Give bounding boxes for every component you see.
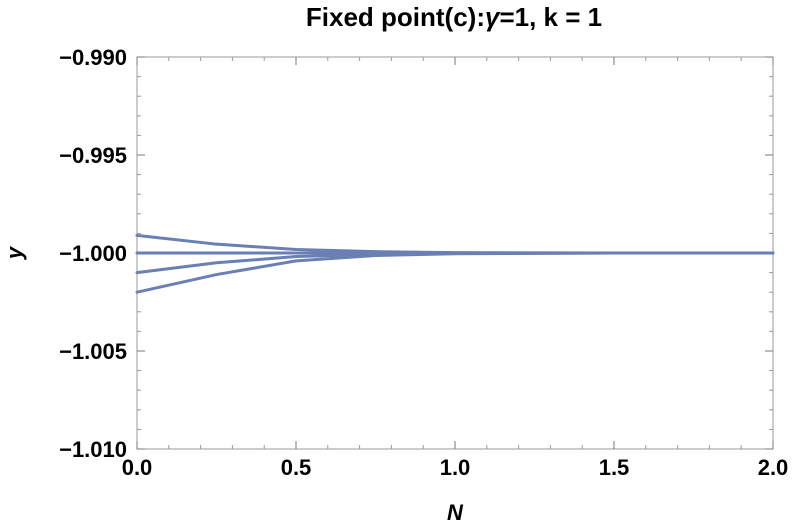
x-tick-label: 2.0 bbox=[758, 455, 789, 480]
y-tick-label: −1.000 bbox=[59, 241, 127, 266]
y-tick-label: −0.995 bbox=[59, 143, 127, 168]
y-axis-label: y bbox=[2, 245, 27, 260]
x-axis-label: N bbox=[447, 500, 464, 525]
chart-title: Fixed point(c):γ=1, k = 1 bbox=[306, 2, 602, 32]
series-line-3 bbox=[135, 251, 775, 275]
series-line-4 bbox=[135, 251, 775, 294]
x-tick-label: 1.5 bbox=[599, 455, 630, 480]
x-tick-labels: 0.0 0.5 1.0 1.5 2.0 bbox=[122, 455, 789, 480]
y-tick-label: −0.990 bbox=[59, 45, 127, 70]
y-tick-label: −1.005 bbox=[59, 339, 127, 364]
x-tick-label: 1.0 bbox=[440, 455, 471, 480]
series-layer bbox=[135, 233, 775, 294]
x-tick-label: 0.0 bbox=[122, 455, 153, 480]
y-tick-labels: −0.990 −0.995 −1.000 −1.005 −1.010 bbox=[59, 45, 127, 462]
x-tick-label: 0.5 bbox=[281, 455, 312, 480]
y-tick-label: −1.010 bbox=[59, 437, 127, 462]
series-line-1 bbox=[135, 233, 775, 255]
